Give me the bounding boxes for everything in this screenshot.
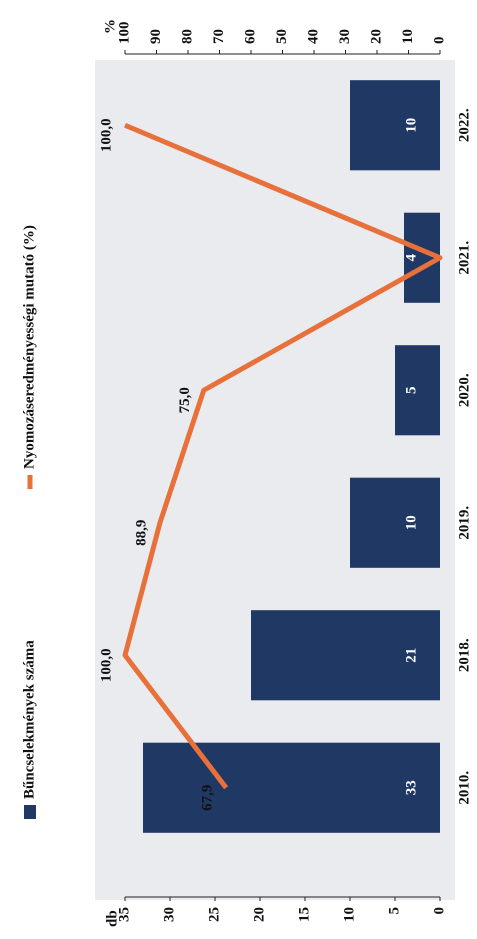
y-tick-label: 30 xyxy=(161,907,177,922)
y-tick-label: 10 xyxy=(341,907,357,922)
line-value-label: 100,0 xyxy=(98,648,114,682)
y2-tick-label: 50 xyxy=(274,29,290,44)
x-tick-label: 2018. xyxy=(456,638,472,672)
y2-tick-label: 100 xyxy=(116,22,132,45)
x-tick-label: 2010. xyxy=(456,771,472,805)
bar-value-label: 10 xyxy=(403,118,419,133)
bar xyxy=(251,610,440,701)
y2-tick-label: 20 xyxy=(368,29,384,44)
bar-value-label: 5 xyxy=(403,387,419,395)
y-tick-label: 15 xyxy=(296,907,312,922)
y-tick-label: 25 xyxy=(206,907,222,922)
bar-value-label: 4 xyxy=(403,254,419,262)
line xyxy=(122,122,443,790)
x-tick-label: 2022. xyxy=(456,108,472,142)
y2-tick-label: 90 xyxy=(148,29,164,44)
y-tick-label: 0 xyxy=(431,907,447,915)
y2-tick-label: 40 xyxy=(305,29,321,44)
y2-tick-label: 60 xyxy=(242,29,258,44)
y-tick-label: 5 xyxy=(386,907,402,915)
y-tick-label: 35 xyxy=(116,907,132,922)
line-value-label: 67,9 xyxy=(200,785,216,811)
bar xyxy=(143,742,440,833)
x-tick-label: 2020. xyxy=(456,373,472,407)
x-tick-label: 2019. xyxy=(456,506,472,540)
line-value-label: 75,0 xyxy=(177,387,193,413)
y2-tick-label: 80 xyxy=(179,29,195,44)
line-value-label: 88,9 xyxy=(133,520,149,546)
y2-axis-label: % xyxy=(102,19,118,34)
bar xyxy=(395,345,440,436)
rotated-chart: db 0 5 10 15 20 25 30 35% 0 10 20 30 40 50 60 70 80 90 100 B… xyxy=(21,19,472,927)
y-tick-label: 20 xyxy=(251,907,267,922)
y2-tick-label: 10 xyxy=(400,29,416,44)
y-axis-label: db xyxy=(104,910,120,927)
legend-swatch xyxy=(24,805,36,819)
bar xyxy=(404,212,440,303)
bar xyxy=(350,80,440,171)
line-value-label: 100,0 xyxy=(98,118,114,152)
legend-label: Bűncselekmények száma xyxy=(21,640,37,799)
bar-value-label: 21 xyxy=(403,648,419,663)
bar-value-label: 10 xyxy=(403,515,419,530)
x-tick-label: 2021. xyxy=(456,241,472,275)
y2-tick-label: 70 xyxy=(211,29,227,44)
bar-value-label: 33 xyxy=(403,780,419,795)
bar xyxy=(350,477,440,568)
y2-tick-label: 0 xyxy=(431,37,447,45)
y2-tick-label: 30 xyxy=(337,29,353,44)
legend-label: Nyomozáseredményességi mutató (%) xyxy=(21,225,37,469)
